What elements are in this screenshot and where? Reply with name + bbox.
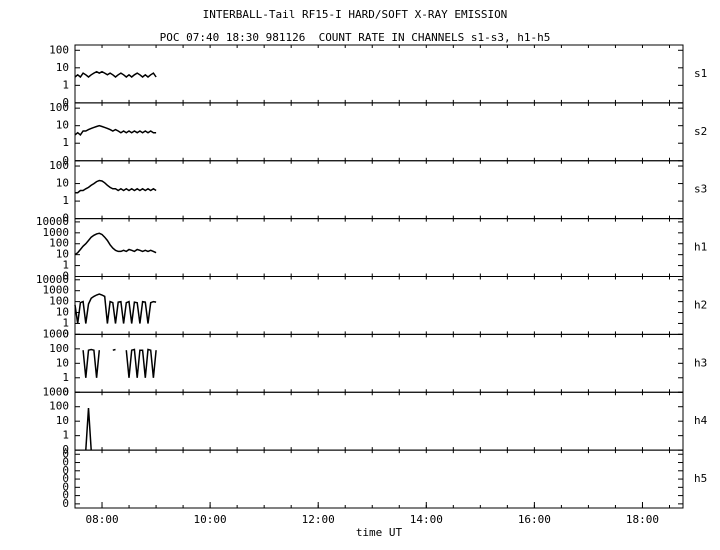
- panel-frame: [74, 102, 684, 162]
- y-tick-label: 0: [62, 154, 69, 167]
- chart-title: INTERBALL-Tail RF15-I HARD/SOFT X-RAY EM…: [203, 8, 508, 21]
- chart-subtitle: POC 07:40 18:30 981126 COUNT RATE IN CHA…: [160, 31, 551, 44]
- panel-frame: [74, 160, 684, 220]
- panel-frame: [74, 449, 684, 509]
- y-tick-label: 1: [62, 136, 69, 149]
- y-tick-label: 10: [56, 414, 69, 427]
- y-tick-label: 1: [62, 371, 69, 384]
- series-line: [75, 179, 157, 194]
- y-tick-label: 0: [62, 447, 69, 460]
- y-tick-label: 0: [62, 489, 69, 502]
- panel-frame: [74, 276, 684, 335]
- x-tick-label: 18:00: [626, 513, 659, 526]
- series-line: [74, 293, 157, 324]
- series-line: [74, 70, 157, 79]
- y-tick-label: 1000: [43, 226, 70, 239]
- x-axis-label: time UT: [356, 526, 403, 539]
- panel-label: s1: [694, 67, 707, 80]
- y-tick-label: 1000: [43, 284, 70, 297]
- panel-frame: [74, 333, 684, 393]
- y-tick-label: 0: [62, 385, 69, 398]
- x-tick-label: 08:00: [85, 513, 118, 526]
- panel-label: h5: [694, 472, 707, 485]
- y-tick-label: 0: [62, 96, 69, 109]
- y-tick-label: 100: [49, 342, 69, 355]
- y-tick-label: 100: [49, 43, 69, 56]
- y-tick-label: 100: [49, 101, 69, 114]
- y-tick-label: 0: [62, 472, 69, 485]
- y-tick-label: 10: [56, 356, 69, 369]
- y-tick-label: 0: [62, 464, 69, 477]
- panel-frame: [74, 391, 684, 451]
- y-tick-label: 10: [56, 306, 69, 319]
- series-line: [74, 124, 157, 136]
- y-tick-label: 10: [56, 61, 69, 74]
- y-tick-label: 0: [62, 480, 69, 493]
- y-tick-label: 1: [62, 316, 69, 329]
- y-tick-label: 1: [62, 194, 69, 207]
- x-tick-label: 10:00: [194, 513, 227, 526]
- y-tick-label: 100: [49, 295, 69, 308]
- y-tick-label: 0: [62, 456, 69, 469]
- y-tick-label: 10000: [36, 215, 69, 228]
- y-tick-label: 0: [62, 443, 69, 456]
- y-tick-label: 100: [49, 237, 69, 250]
- panel-label: s3: [694, 183, 707, 196]
- panel-label: h1: [694, 241, 707, 254]
- y-tick-label: 10: [56, 248, 69, 261]
- panel-label: h4: [694, 414, 708, 427]
- y-tick-label: 10: [56, 177, 69, 190]
- panel-label: h2: [694, 298, 707, 311]
- y-tick-label: 1: [62, 429, 69, 442]
- y-tick-label: 0: [62, 270, 69, 283]
- y-tick-label: 10000: [36, 273, 69, 286]
- panel-label: h3: [694, 356, 707, 369]
- panel-frame: [74, 44, 684, 104]
- y-tick-label: 1: [62, 78, 69, 91]
- y-tick-label: 0: [62, 497, 69, 510]
- y-tick-label: 0: [62, 212, 69, 225]
- x-tick-label: 12:00: [302, 513, 335, 526]
- series-line: [85, 408, 92, 451]
- panel-frame: [74, 218, 684, 277]
- panel-label: s2: [694, 125, 707, 138]
- y-tick-label: 100: [49, 159, 69, 172]
- y-tick-label: 100: [49, 400, 69, 413]
- y-tick-label: 1: [62, 259, 69, 272]
- y-tick-label: 0: [62, 327, 69, 340]
- series-line: [74, 232, 157, 256]
- series-line: [82, 348, 157, 378]
- y-tick-label: 10: [56, 119, 69, 132]
- x-tick-label: 14:00: [410, 513, 443, 526]
- x-tick-label: 16:00: [518, 513, 551, 526]
- y-tick-label: 1000: [43, 385, 70, 398]
- y-tick-label: 1000: [43, 327, 70, 340]
